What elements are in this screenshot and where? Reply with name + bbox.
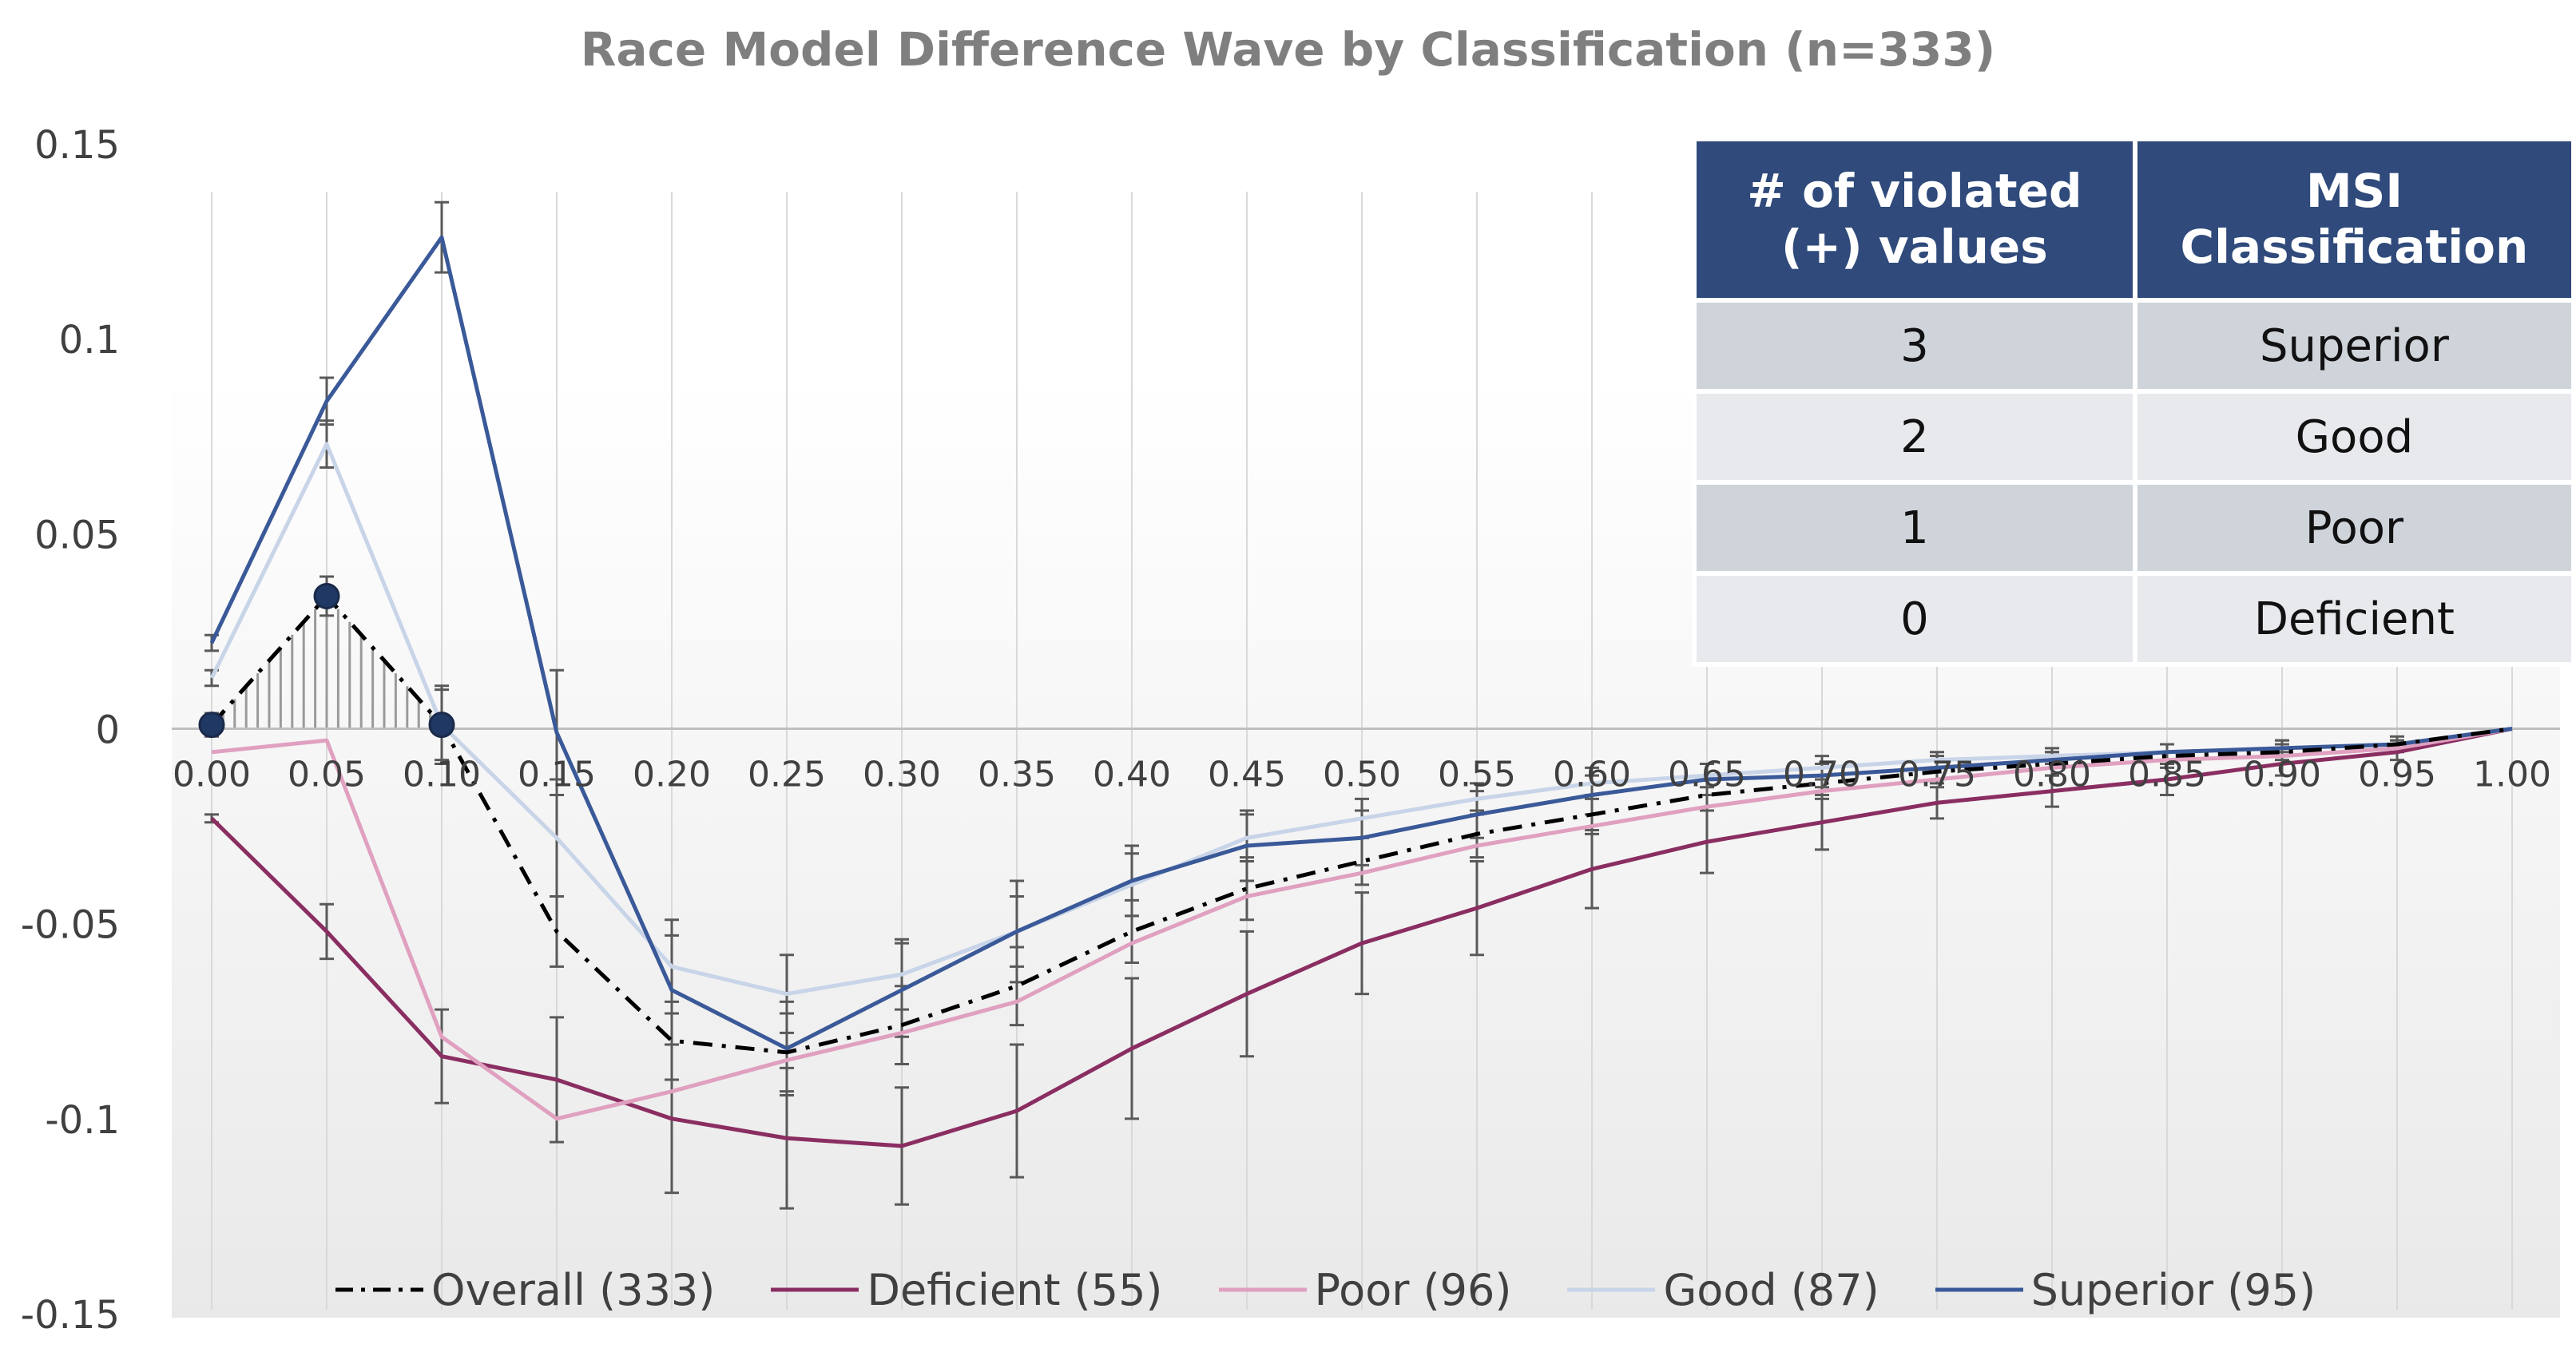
x-tick-label: 0.35 [978, 755, 1056, 795]
x-tick-label: 0.50 [1323, 755, 1401, 795]
x-tick-label: 0.00 [173, 755, 251, 795]
table-header-violated: # of violated (+) values [1692, 137, 2137, 303]
series-line-superior [209, 235, 2513, 1051]
legend-label-poor: Poor (96) [1314, 1264, 1512, 1315]
x-tick-label: 1.00 [2473, 755, 2551, 795]
x-tick-label: 0.25 [748, 755, 826, 795]
legend-item-good: Good (87) [1567, 1265, 1879, 1315]
series-line-poor [211, 727, 2513, 1121]
table-row: 1 Poor [1692, 480, 2576, 576]
table-row: 2 Good [1692, 389, 2576, 485]
legend-label-deficient: Deficient (55) [867, 1264, 1163, 1315]
x-tick-label: 0.70 [1783, 755, 1861, 795]
legend-swatch-poor [1218, 1287, 1307, 1292]
series-line-deficient [210, 727, 2513, 1148]
legend-label-good: Good (87) [1663, 1264, 1879, 1315]
y-tick-label: -0.15 [21, 1293, 120, 1338]
table-row: 0 Deficient [1692, 571, 2576, 667]
y-tick-label: 0.15 [34, 123, 120, 168]
x-tick-label: 0.95 [2358, 755, 2436, 795]
violation-marker [428, 712, 455, 739]
x-tick-label: 0.45 [1208, 755, 1286, 795]
y-tick-label: 0.1 [59, 318, 120, 363]
y-tick-label: 0.05 [34, 513, 120, 557]
table-cell-label: Deficient [2132, 571, 2576, 667]
legend-item-poor: Poor (96) [1218, 1264, 1512, 1315]
legend-item-superior: Superior (95) [1935, 1265, 2316, 1315]
table-cell-count: 2 [1692, 389, 2137, 485]
x-tick-label: 0.80 [2013, 755, 2091, 795]
violation-marker [313, 582, 340, 609]
y-tick-label: -0.05 [21, 903, 120, 948]
legend-label-superior: Superior (95) [2030, 1264, 2316, 1315]
table-row: 3 Superior [1692, 298, 2576, 394]
table-cell-count: 0 [1692, 571, 2137, 667]
x-tick-label: 0.75 [1898, 755, 1976, 795]
chart-title: Race Model Difference Wave by Classifica… [580, 22, 1996, 77]
y-tick-label: 0 [95, 708, 120, 753]
x-tick-label: 0.20 [633, 755, 711, 795]
x-tick-label: 0.40 [1093, 755, 1171, 795]
legend-item-overall: Overall (333) [335, 1265, 715, 1315]
x-tick-label: 0.10 [403, 755, 481, 795]
legend-label-overall: Overall (333) [431, 1264, 716, 1315]
legend-swatch-good [1567, 1287, 1656, 1292]
legend-item-deficient: Deficient (55) [771, 1264, 1163, 1315]
x-tick-label: 0.30 [863, 755, 941, 795]
table-cell-count: 3 [1692, 298, 2137, 394]
x-tick-label: 0.15 [518, 755, 596, 795]
x-tick-label: 0.90 [2243, 755, 2321, 795]
x-tick-label: 0.60 [1553, 755, 1631, 795]
x-tick-label: 0.05 [288, 755, 366, 795]
x-tick-label: 0.85 [2128, 755, 2206, 795]
legend-swatch-deficient [771, 1287, 859, 1292]
legend-swatch-overall [335, 1287, 423, 1292]
violation-marker [198, 712, 225, 739]
table-cell-label: Poor [2132, 480, 2576, 576]
chart-legend: Overall (333) Deficient (55) Poor (96) G… [335, 1258, 2332, 1322]
table-cell-label: Superior [2132, 298, 2576, 394]
msi-classification-table: # of violated (+) values MSI Classificat… [1692, 137, 2576, 667]
x-tick-label: 0.55 [1438, 755, 1516, 795]
table-header-classification: MSI Classification [2132, 137, 2576, 303]
table-cell-label: Good [2132, 389, 2576, 485]
table-cell-count: 1 [1692, 480, 2137, 576]
y-tick-label: -0.1 [45, 1098, 120, 1143]
legend-swatch-superior [1935, 1287, 2023, 1292]
x-tick-label: 0.65 [1668, 755, 1746, 795]
